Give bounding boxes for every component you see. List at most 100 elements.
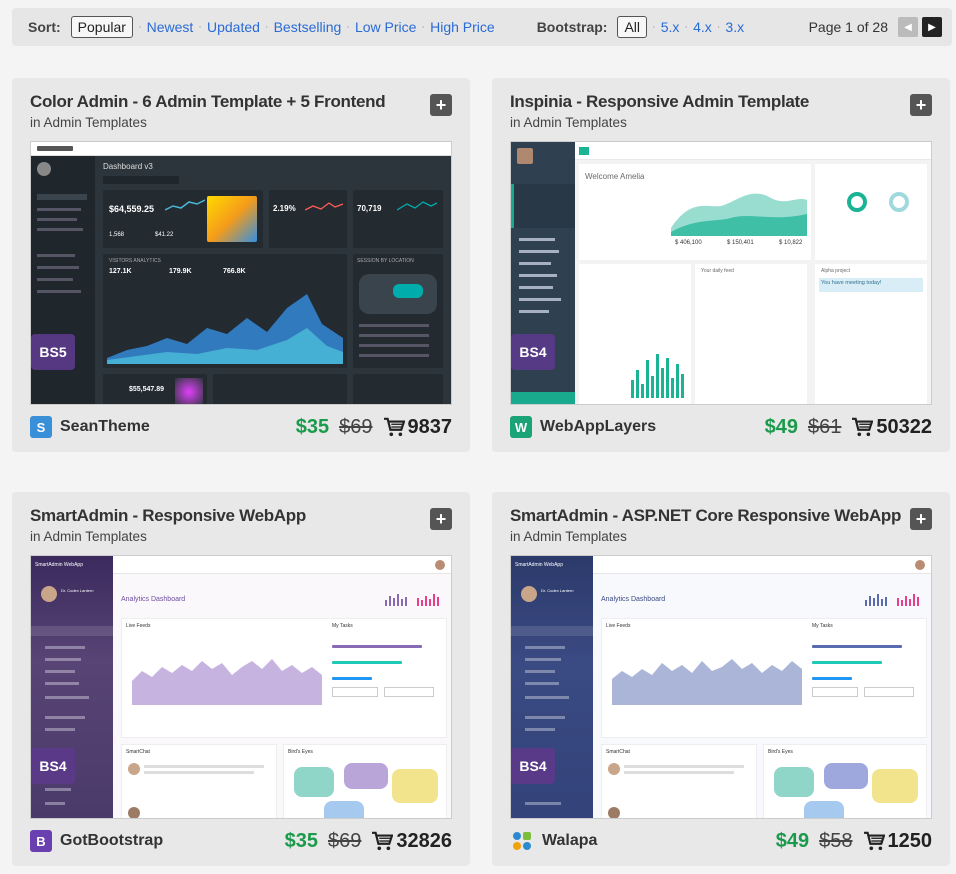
preview-map-panel: Bird's Eyes xyxy=(763,744,927,818)
author-logo-icon[interactable]: S xyxy=(30,416,52,438)
preview-country-row xyxy=(359,344,429,347)
sort-option-popular[interactable]: Popular xyxy=(70,16,133,38)
preview-brand: SmartAdmin WebApp xyxy=(35,562,83,568)
preview-mini-bars xyxy=(897,594,919,606)
preview-topbar xyxy=(575,142,931,160)
bootstrap-option-3x[interactable]: 3.x xyxy=(725,19,745,35)
preview-progress-panel xyxy=(815,164,927,260)
author-logo-icon[interactable]: B xyxy=(30,830,52,852)
preview-main: Analytics Dashboard Live Feeds My Tasks … xyxy=(593,574,931,818)
preview-stat-a: $ 406,100 xyxy=(675,240,702,246)
sales-count: 1250 xyxy=(863,830,932,853)
preview-task-bar xyxy=(812,677,852,680)
menu-toggle-icon xyxy=(579,147,589,155)
avatar xyxy=(41,586,57,602)
plus-icon: + xyxy=(435,509,447,529)
author-name[interactable]: SeanTheme xyxy=(60,418,150,435)
product-preview-image[interactable]: SmartAdmin WebApp Dr. Codex Lantern Anal… xyxy=(510,555,932,819)
prev-page-button[interactable]: ◀ xyxy=(898,17,918,37)
preview-menu-item xyxy=(45,658,81,661)
author-name[interactable]: GotBootstrap xyxy=(60,832,164,849)
preview-live-feed-panel: Live Feeds My Tasks xyxy=(121,618,447,738)
sort-option-updated[interactable]: Updated xyxy=(206,19,260,35)
preview-brand: SmartAdmin WebApp xyxy=(515,562,563,568)
sales-number: 32826 xyxy=(396,829,452,852)
bootstrap-version-badge: BS4 xyxy=(511,334,555,370)
preview-live-feed-panel: Live Feeds My Tasks xyxy=(601,618,927,738)
preview-menu-item xyxy=(525,682,559,685)
shopping-cart-icon xyxy=(852,417,874,437)
sort-option-high-price[interactable]: High Price xyxy=(430,19,495,35)
sort-option-low-price[interactable]: Low Price xyxy=(354,19,417,35)
preview-menu-item xyxy=(519,286,553,289)
sales-count: 50322 xyxy=(851,416,932,439)
product-preview-image[interactable]: SmartAdmin WebApp Dr. Codex Lantern Anal… xyxy=(30,555,452,819)
preview-menu-item xyxy=(519,298,561,301)
add-to-collection-button[interactable]: + xyxy=(430,508,452,530)
next-page-button[interactable]: ▶ xyxy=(922,17,942,37)
pricing: $49 $58 1250 xyxy=(776,830,932,853)
preview-campaign-panel xyxy=(353,374,443,404)
bootstrap-option-5x[interactable]: 5.x xyxy=(660,19,680,35)
product-category[interactable]: in Admin Templates xyxy=(510,529,627,544)
current-price: $35 xyxy=(284,829,318,852)
preview-menu-active xyxy=(511,626,593,636)
preview-task-bar xyxy=(332,661,402,664)
preview-button xyxy=(864,687,914,697)
product-title[interactable]: SmartAdmin - Responsive WebApp xyxy=(30,506,306,525)
preview-topbar xyxy=(593,556,931,574)
preview-menu-item xyxy=(45,682,79,685)
preview-feed-panel: Your daily feed xyxy=(695,264,807,404)
author-logo-icon[interactable]: W xyxy=(510,416,532,438)
add-to-collection-button[interactable]: + xyxy=(910,508,932,530)
product-title[interactable]: Color Admin - 6 Admin Template + 5 Front… xyxy=(30,92,386,111)
preview-menu-item xyxy=(37,208,81,211)
card-footer: S SeanTheme $35 $69 9837 xyxy=(30,414,452,440)
preview-map-highlight xyxy=(393,284,423,298)
preview-social-panel: $55,547.89 xyxy=(103,374,207,404)
preview-menu-active xyxy=(511,184,575,228)
original-price: $69 xyxy=(339,415,373,438)
preview-menu-item xyxy=(519,274,557,277)
avatar xyxy=(521,586,537,602)
bootstrap-version-badge: BS4 xyxy=(31,748,75,784)
preview-live-title: Live Feeds xyxy=(126,623,151,629)
preview-menu-item xyxy=(45,728,75,731)
preview-chat-panel: SmartChat xyxy=(121,744,277,818)
sort-option-bestselling[interactable]: Bestselling xyxy=(273,19,342,35)
bootstrap-option-all[interactable]: All xyxy=(617,16,648,38)
preview-menu-item xyxy=(525,728,555,731)
current-price: $35 xyxy=(295,415,330,438)
product-category[interactable]: in Admin Templates xyxy=(30,529,147,544)
preview-menu-item xyxy=(37,266,79,269)
preview-conversion-panel: 2.19% xyxy=(269,190,347,248)
product-preview-image[interactable]: Dashboard v3 $64,559.25 1,568 $41.22 2.1… xyxy=(30,141,452,405)
author-name[interactable]: Walapa xyxy=(542,832,598,849)
product-category[interactable]: in Admin Templates xyxy=(510,115,627,130)
preview-menu-item xyxy=(37,218,77,221)
product-category[interactable]: in Admin Templates xyxy=(30,115,147,130)
product-preview-image[interactable]: Welcome Amelia $ 406,100 $ 150,401 $ 10,… xyxy=(510,141,932,405)
sort-option-newest[interactable]: Newest xyxy=(146,19,194,35)
preview-menu-item xyxy=(525,658,561,661)
author-logo-icon[interactable] xyxy=(510,830,534,852)
bootstrap-option-4x[interactable]: 4.x xyxy=(693,19,712,35)
preview-menu-item xyxy=(525,670,555,673)
author-name[interactable]: WebAppLayers xyxy=(540,418,657,435)
product-card: SmartAdmin - ASP.NET Core Responsive Web… xyxy=(492,492,950,866)
product-card: SmartAdmin - Responsive WebApp in Admin … xyxy=(12,492,470,866)
product-title[interactable]: Inspinia - Responsive Admin Template xyxy=(510,92,810,111)
preview-menu-item xyxy=(519,250,559,253)
product-title[interactable]: SmartAdmin - ASP.NET Core Responsive Web… xyxy=(510,506,902,525)
preview-illustration xyxy=(207,196,257,242)
preview-store-sessions: 70,719 xyxy=(357,204,382,213)
add-to-collection-button[interactable]: + xyxy=(430,94,452,116)
preview-welcome-panel: Welcome Amelia $ 406,100 $ 150,401 $ 10,… xyxy=(579,164,811,260)
preview-menu-item xyxy=(37,278,73,281)
avatar xyxy=(608,807,620,818)
preview-country-row xyxy=(359,354,429,357)
preview-menu-item xyxy=(519,310,549,313)
preview-report-panel xyxy=(579,264,691,404)
add-to-collection-button[interactable]: + xyxy=(910,94,932,116)
preview-visitors-b: 179.9K xyxy=(169,268,192,275)
